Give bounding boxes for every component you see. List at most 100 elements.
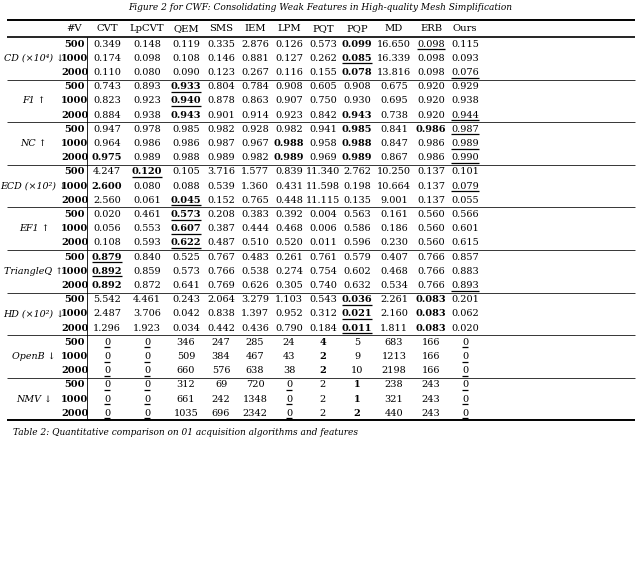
- Text: 0.908: 0.908: [275, 82, 303, 91]
- Text: 0.126: 0.126: [275, 40, 303, 49]
- Text: 0.267: 0.267: [241, 68, 269, 77]
- Text: 0.940: 0.940: [171, 97, 202, 106]
- Text: 0.431: 0.431: [275, 182, 303, 191]
- Text: 0: 0: [104, 338, 110, 347]
- Text: 0.985: 0.985: [342, 125, 372, 134]
- Text: 0.560: 0.560: [417, 210, 445, 219]
- Text: 5: 5: [354, 338, 360, 347]
- Text: LpCVT: LpCVT: [130, 24, 164, 33]
- Text: 0.695: 0.695: [380, 97, 408, 106]
- Text: 0.641: 0.641: [172, 281, 200, 290]
- Text: 0.615: 0.615: [451, 239, 479, 248]
- Text: 2.064: 2.064: [207, 295, 235, 304]
- Text: 2.261: 2.261: [380, 295, 408, 304]
- Text: 0.863: 0.863: [241, 97, 269, 106]
- Text: NC ↑: NC ↑: [20, 139, 47, 148]
- Text: 0.738: 0.738: [380, 111, 408, 120]
- Text: 1213: 1213: [381, 352, 406, 361]
- Text: 0.893: 0.893: [133, 82, 161, 91]
- Text: 0.184: 0.184: [309, 324, 337, 333]
- Text: 0.943: 0.943: [342, 111, 372, 120]
- Text: 0.878: 0.878: [207, 97, 235, 106]
- Text: 0.982: 0.982: [207, 125, 235, 134]
- Text: 0: 0: [144, 366, 150, 375]
- Text: 312: 312: [177, 381, 195, 390]
- Text: 0.893: 0.893: [451, 281, 479, 290]
- Text: 166: 166: [422, 338, 440, 347]
- Text: 0.838: 0.838: [207, 310, 235, 319]
- Text: 0.110: 0.110: [93, 68, 121, 77]
- Text: 0.766: 0.766: [207, 267, 235, 276]
- Text: 0.444: 0.444: [241, 224, 269, 233]
- Text: 0: 0: [462, 409, 468, 418]
- Text: 0.841: 0.841: [380, 125, 408, 134]
- Text: 0.987: 0.987: [451, 125, 479, 134]
- Text: 0.098: 0.098: [417, 40, 445, 49]
- Text: 0.933: 0.933: [171, 82, 201, 91]
- Text: 0.448: 0.448: [275, 196, 303, 205]
- Text: 0: 0: [144, 338, 150, 347]
- Text: 0.964: 0.964: [93, 139, 121, 148]
- Text: 10: 10: [351, 366, 363, 375]
- Text: MD: MD: [385, 24, 403, 33]
- Text: 509: 509: [177, 352, 195, 361]
- Text: 2.876: 2.876: [241, 40, 269, 49]
- Text: 0.442: 0.442: [207, 324, 235, 333]
- Text: 0.080: 0.080: [133, 68, 161, 77]
- Text: 0.525: 0.525: [172, 253, 200, 262]
- Text: 243: 243: [422, 381, 440, 390]
- Text: 0.312: 0.312: [309, 310, 337, 319]
- Text: 0: 0: [104, 381, 110, 390]
- Text: QEM: QEM: [173, 24, 199, 33]
- Text: 1000: 1000: [61, 97, 88, 106]
- Text: 638: 638: [246, 366, 264, 375]
- Text: 0.198: 0.198: [343, 182, 371, 191]
- Text: 0.767: 0.767: [207, 253, 235, 262]
- Text: 0.839: 0.839: [275, 168, 303, 177]
- Text: 0.740: 0.740: [309, 281, 337, 290]
- Text: 0.085: 0.085: [342, 54, 372, 63]
- Text: Figure 2 for CWF: Consolidating Weak Features in High-quality Mesh Simplificatio: Figure 2 for CWF: Consolidating Weak Fea…: [128, 3, 512, 12]
- Text: 0: 0: [462, 381, 468, 390]
- Text: 0.573: 0.573: [172, 267, 200, 276]
- Text: 0.080: 0.080: [133, 182, 161, 191]
- Text: EF1 ↑: EF1 ↑: [19, 224, 49, 233]
- Text: 0.392: 0.392: [275, 210, 303, 219]
- Text: ECD (×10²) ↓: ECD (×10²) ↓: [1, 182, 67, 191]
- Text: 243: 243: [422, 395, 440, 404]
- Text: 0.208: 0.208: [207, 210, 235, 219]
- Text: 0.804: 0.804: [207, 82, 235, 91]
- Text: 0.011: 0.011: [309, 239, 337, 248]
- Text: 0.034: 0.034: [172, 324, 200, 333]
- Text: 0.573: 0.573: [171, 210, 201, 219]
- Text: PQP: PQP: [346, 24, 368, 33]
- Text: 0.520: 0.520: [275, 239, 303, 248]
- Text: 0.987: 0.987: [207, 139, 235, 148]
- Text: 0: 0: [144, 381, 150, 390]
- Text: 467: 467: [246, 352, 264, 361]
- Text: CD (×10⁴) ↓: CD (×10⁴) ↓: [4, 54, 64, 63]
- Text: 2000: 2000: [61, 324, 88, 333]
- Text: 0.083: 0.083: [416, 324, 446, 333]
- Text: 11.115: 11.115: [306, 196, 340, 205]
- Text: 0.969: 0.969: [309, 153, 337, 162]
- Text: 0.116: 0.116: [275, 68, 303, 77]
- Text: 696: 696: [212, 409, 230, 418]
- Text: 0.823: 0.823: [93, 97, 121, 106]
- Text: 0.923: 0.923: [133, 97, 161, 106]
- Text: 2.762: 2.762: [343, 168, 371, 177]
- Text: 0: 0: [286, 395, 292, 404]
- Text: 0.101: 0.101: [451, 168, 479, 177]
- Text: 0.982: 0.982: [275, 125, 303, 134]
- Text: 0.230: 0.230: [380, 239, 408, 248]
- Text: 0.088: 0.088: [172, 182, 200, 191]
- Text: 0.079: 0.079: [451, 182, 479, 191]
- Text: 0.766: 0.766: [417, 253, 445, 262]
- Text: 0.769: 0.769: [207, 281, 235, 290]
- Text: 0.543: 0.543: [309, 295, 337, 304]
- Text: 500: 500: [64, 168, 84, 177]
- Text: 2000: 2000: [61, 281, 88, 290]
- Text: 0.098: 0.098: [417, 54, 445, 63]
- Text: 1.397: 1.397: [241, 310, 269, 319]
- Text: 38: 38: [283, 366, 295, 375]
